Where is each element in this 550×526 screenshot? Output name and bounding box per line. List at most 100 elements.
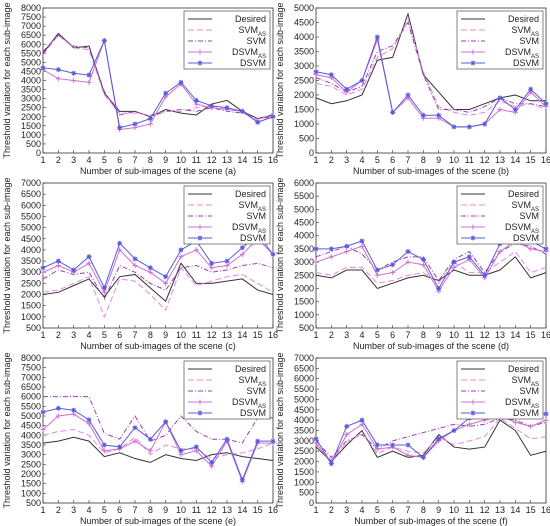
legend-label: DSVM [240,58,266,68]
series-line [42,34,274,120]
data-point [178,247,184,253]
x-tick-label: 10 [176,505,186,515]
data-point [86,417,92,423]
x-tick-label: 14 [237,155,247,165]
x-tick-label: 11 [465,330,474,340]
data-point [40,65,46,71]
y-tick-label: 3000 [294,61,314,71]
y-tick-label: 8000 [21,353,41,363]
x-tick-label: 8 [148,505,153,515]
legend-label-subscript: AS [258,229,266,235]
x-tick-label: 15 [526,330,536,340]
data-point [390,262,396,268]
y-tick-label: 6000 [21,39,41,49]
x-axis-label: Number of sub-images of the scene (c) [80,341,236,351]
x-tick-label: 10 [449,155,459,165]
data-point [40,265,46,271]
y-tick-label: 2500 [294,270,314,280]
series-line [42,429,274,460]
data-point [344,86,350,92]
y-tick-label: 1000 [294,119,314,129]
data-point [270,251,276,257]
y-tick-label: 5000 [21,57,41,67]
series-line [315,417,547,461]
x-tick-label: 13 [495,330,505,340]
y-tick-label: 7000 [21,21,41,31]
x-tick-label: 13 [222,505,232,515]
x-tick-label: 9 [436,505,441,515]
data-point [482,272,488,278]
data-point [543,417,549,423]
data-point [71,78,77,83]
series-desired [42,32,274,120]
series-dsvm [40,38,276,131]
y-tick-label: 500 [26,498,41,508]
y-tick-label: 1500 [294,467,314,477]
chart-panel-f: 0500100015002000250030003500400045005000… [275,352,550,526]
data-point [117,444,123,450]
data-point [344,249,350,255]
legend-label: Desired [508,364,539,374]
series-line [42,413,273,484]
data-point [178,254,184,260]
legend-label: DSVM [240,233,266,243]
series-line [315,417,547,459]
x-tick-label: 2 [56,155,61,165]
series-svm [315,243,547,282]
data-point [193,247,199,253]
y-tick-label: 4000 [294,231,314,241]
y-tick-label: 6000 [21,200,41,210]
x-tick-label: 10 [176,330,186,340]
chart-panel-d: 500 1000 1500 2000 2500 3000 3500 4000 4500 5000 5… [275,177,550,351]
x-tick-label: 13 [222,155,232,165]
x-tick-label: 3 [71,330,76,340]
series-svm [43,396,273,444]
series-dsvm [40,405,276,483]
x-tick-label: 1 [40,330,45,340]
x-tick-label: 9 [163,505,168,515]
x-tick-label: 1 [40,505,45,515]
y-tick-label: 4500 [294,18,314,28]
data-point [328,246,334,252]
x-axis-label: Number of sub-images of the scene (b) [353,166,509,176]
legend-label: SVM [519,386,539,396]
y-tick-label: 500 [299,134,314,144]
x-tick-label: 10 [449,505,459,515]
x-tick-label: 4 [86,505,91,515]
y-tick-label: 500 [299,488,314,498]
x-tick-label: 5 [102,505,107,515]
legend-box [183,10,271,70]
data-point [359,243,365,249]
x-tick-label: 7 [405,330,410,340]
data-point [163,274,169,280]
chart-panel-a: 0500100015002000250030003500400045005000… [2,2,278,176]
y-tick-label: 6000 [294,374,314,384]
x-tick-label: 13 [222,330,232,340]
legend-marker [470,410,476,416]
legend-marker [197,224,203,230]
data-point [55,258,61,264]
x-tick-label: 12 [207,330,217,340]
data-point [101,289,107,295]
y-tick-label: 500 [26,323,41,333]
x-tick-label: 5 [102,155,107,165]
y-tick-label: 0 [36,148,41,158]
data-point [313,436,319,442]
y-tick-label: 2500 [21,459,41,469]
y-tick-label: 2500 [21,103,41,113]
series-line [315,240,547,293]
legend-label: Desired [235,189,266,199]
series-line [42,233,274,290]
data-point [451,124,457,130]
chart-panel-b: 0 500 1000 1500 2000 2500 3000 3500 4000 4500 5000… [275,2,550,176]
y-tick-label: 3000 [294,257,314,267]
y-tick-label: 5000 [21,411,41,421]
legend-label: SVM [246,386,266,396]
x-tick-label: 7 [405,155,410,165]
y-tick-label: 4500 [21,66,41,76]
data-point [451,259,457,265]
legend-marker [197,410,203,416]
x-tick-label: 1 [313,155,318,165]
